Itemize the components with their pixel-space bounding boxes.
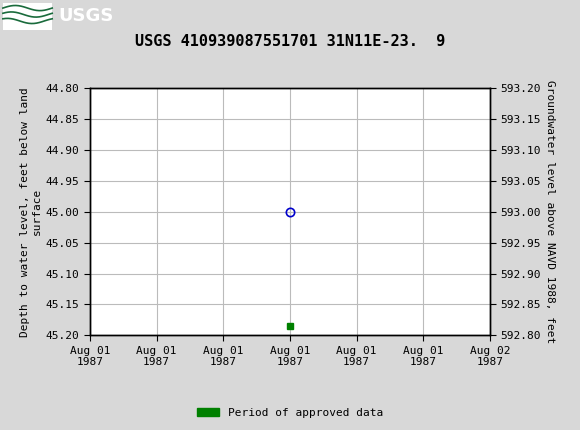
Y-axis label: Groundwater level above NAVD 1988, feet: Groundwater level above NAVD 1988, feet (545, 80, 555, 344)
Text: USGS 410939087551701 31N11E-23.  9: USGS 410939087551701 31N11E-23. 9 (135, 34, 445, 49)
Legend: Period of approved data: Period of approved data (193, 403, 387, 422)
Bar (3, 3, 52, 30)
Text: USGS: USGS (58, 7, 113, 25)
Y-axis label: Depth to water level, feet below land
surface: Depth to water level, feet below land su… (20, 87, 42, 337)
